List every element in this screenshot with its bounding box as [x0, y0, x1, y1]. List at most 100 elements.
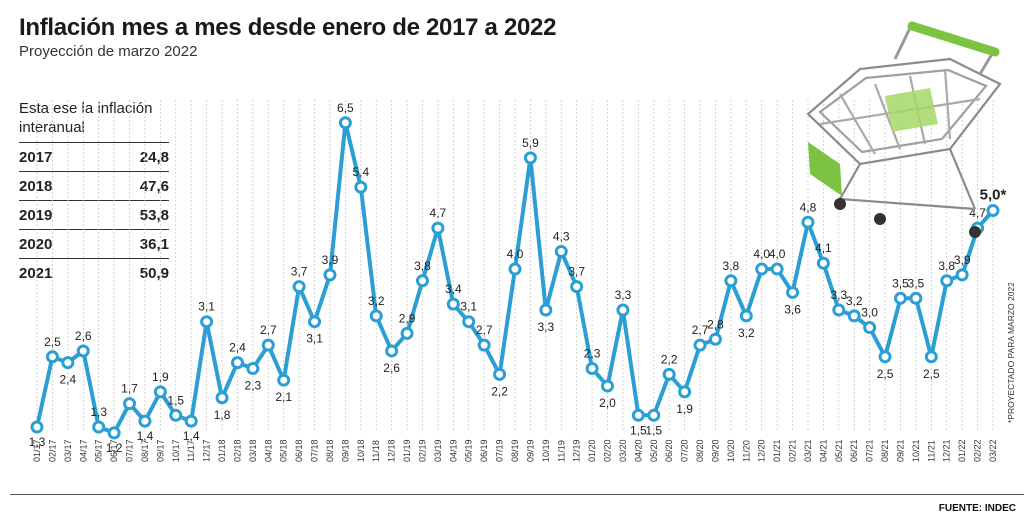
- value-label: 2,7: [692, 323, 709, 337]
- data-point: [354, 180, 368, 194]
- data-point: [277, 373, 291, 387]
- data-point: [616, 303, 630, 317]
- x-tick-label: 09/18: [340, 439, 350, 462]
- value-label: 2,1: [275, 390, 292, 404]
- x-tick-label: 12/19: [572, 439, 582, 462]
- x-tick-label: 01/22: [957, 439, 967, 462]
- x-tick-label: 12/20: [757, 439, 767, 462]
- x-tick-label: 01/18: [217, 439, 227, 462]
- value-label: 2,2: [661, 352, 678, 366]
- value-label: 2,6: [383, 361, 400, 375]
- x-tick-label: 08/17: [140, 439, 150, 462]
- data-point: [493, 367, 507, 381]
- shopping-cart-icon: [806, 21, 1002, 238]
- x-tick-label: 09/19: [525, 439, 535, 462]
- data-point: [924, 350, 938, 364]
- data-point: [816, 256, 830, 270]
- table-row: 2019 53,8: [19, 200, 169, 230]
- year-cell: 2018: [19, 171, 99, 201]
- x-tick-label: 12/17: [202, 439, 212, 462]
- value-labels: 1,3 2,5 2,4 2,6 1,3 1,2 1,7 1,4 1,9 1,5 1,4 3,1 1,8 2…: [29, 101, 1007, 455]
- source-text: FUENTE: INDEC: [938, 503, 1016, 514]
- value-label: 1,3: [29, 435, 46, 449]
- data-point: [123, 397, 137, 411]
- value-label: 1,2: [106, 441, 123, 455]
- value-label: 2,4: [229, 341, 246, 355]
- data-point: [385, 344, 399, 358]
- x-tick-label: 11/20: [741, 440, 751, 462]
- value-label: 1,5: [645, 423, 662, 437]
- data-point: [647, 408, 661, 422]
- data-point: [462, 315, 476, 329]
- x-tick-label: 08/19: [510, 439, 520, 462]
- x-tick-label: 09/20: [711, 439, 721, 462]
- value-label: 2,8: [707, 317, 724, 331]
- x-tick-label: 06/19: [479, 439, 489, 462]
- data-point: [138, 414, 152, 428]
- x-tick-label: 03/19: [433, 439, 443, 462]
- data-point: [893, 291, 907, 305]
- data-point: [523, 151, 537, 165]
- year-cell: 2020: [19, 229, 99, 259]
- year-cell: 2017: [19, 142, 99, 172]
- x-tick-label: 05/17: [94, 439, 104, 462]
- x-tick-label: 03/17: [63, 439, 73, 462]
- value-label: 1,4: [183, 429, 200, 443]
- year-cell: 2021: [19, 258, 99, 287]
- data-point: [554, 245, 568, 258]
- x-tick-label: 09/17: [155, 439, 165, 462]
- value-label: 3,1: [460, 300, 477, 314]
- value-label: 3,9: [954, 253, 971, 267]
- bottom-rule: [10, 494, 1024, 495]
- x-tick-label: 04/20: [633, 439, 643, 462]
- value-label: 5,0*: [980, 187, 1007, 204]
- data-point: [323, 268, 337, 282]
- data-point: [708, 332, 722, 346]
- value-label: 5,9: [522, 136, 539, 150]
- x-tick-label: 06/17: [109, 439, 119, 462]
- value-label: 4,0: [769, 247, 786, 261]
- x-tick-label: 10/21: [911, 439, 921, 462]
- data-point: [369, 309, 383, 323]
- value-label: 2,3: [584, 347, 601, 361]
- x-tick-label: 03/20: [618, 439, 628, 462]
- data-point: [446, 297, 460, 311]
- value-label: 4,1: [815, 241, 832, 255]
- value-label: 3,2: [738, 326, 755, 340]
- x-tick-label: 08/18: [325, 439, 335, 462]
- x-tick-label: 05/19: [464, 439, 474, 462]
- x-tick-label: 12/21: [942, 439, 952, 462]
- x-tick-label: 07/20: [680, 439, 690, 462]
- data-point: [400, 326, 414, 340]
- value-label: 3,8: [938, 259, 955, 273]
- data-point: [539, 303, 553, 317]
- data-point: [909, 291, 923, 305]
- value-cell: 36,1: [99, 229, 169, 259]
- x-tick-label: 07/21: [865, 439, 875, 462]
- data-point: [292, 280, 306, 294]
- value-label: 3,0: [861, 306, 878, 320]
- x-tick-label: 10/20: [726, 439, 736, 462]
- data-point: [30, 420, 44, 434]
- data-point: [801, 215, 815, 229]
- value-label: 3,7: [291, 265, 308, 279]
- data-point: [601, 379, 615, 393]
- projection-footnote: *PROYECTADO PARA MARZO 2022: [1006, 283, 1016, 423]
- data-point: [230, 356, 244, 370]
- x-tick-label: 05/18: [279, 439, 289, 462]
- x-tick-label: 09/21: [896, 439, 906, 462]
- x-tick-label: 06/18: [294, 439, 304, 462]
- value-cell: 50,9: [99, 258, 169, 287]
- x-tick-label: 04/17: [78, 439, 88, 462]
- annual-inflation-table: 2017 24,8 2018 47,6 2019 53,8 2020 36,1 2021…: [19, 142, 169, 287]
- data-point: [739, 309, 753, 323]
- x-tick-label: 07/17: [125, 439, 135, 462]
- x-tick-label: 04/21: [818, 439, 828, 462]
- x-tick-label: 01/21: [772, 439, 782, 462]
- data-point: [200, 315, 214, 329]
- value-label: 3,3: [830, 288, 847, 302]
- x-tick-label: 04/18: [263, 439, 273, 462]
- x-tick-label: 07/19: [495, 439, 505, 462]
- table-row: 2021 50,9: [19, 258, 169, 287]
